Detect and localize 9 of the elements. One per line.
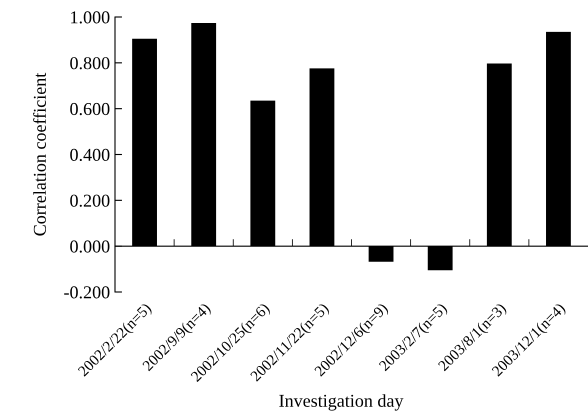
y-tick-label: -0.200 <box>64 286 110 299</box>
x-axis-title: Investigation day <box>279 394 404 411</box>
y-tick-label: 0.600 <box>70 102 110 116</box>
y-tick-label: 0.400 <box>70 148 110 162</box>
y-axis-title: Correlation coefficient <box>33 72 46 236</box>
y-tick-label: 1.000 <box>71 11 110 24</box>
y-tick-label: 0.200 <box>70 194 110 207</box>
y-tick-label: 0.800 <box>70 57 110 70</box>
y-tick-label: 0.000 <box>70 240 110 253</box>
